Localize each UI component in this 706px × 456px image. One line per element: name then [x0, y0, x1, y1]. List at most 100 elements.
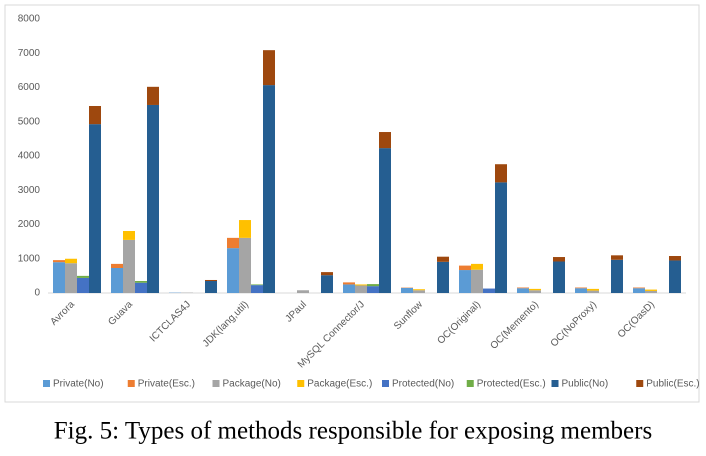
- x-tick-label: MySQL Connector/J: [296, 299, 367, 370]
- x-tick-label: OC(OasD): [616, 299, 657, 340]
- legend-swatch: [297, 380, 304, 387]
- bar: [459, 266, 471, 270]
- bar: [459, 270, 471, 293]
- bar: [343, 284, 355, 293]
- bar: [413, 290, 425, 293]
- y-tick-label: 1000: [18, 253, 41, 264]
- bar: [645, 291, 657, 293]
- legend-label: Protected(No): [392, 379, 454, 390]
- legend-label: Public(No): [562, 379, 609, 390]
- bar: [147, 87, 159, 105]
- bar: [495, 164, 507, 182]
- y-tick-label: 4000: [18, 151, 41, 162]
- y-tick-label: 3000: [18, 185, 41, 196]
- bar: [355, 285, 367, 293]
- legend-swatch: [213, 380, 220, 387]
- legend-swatch: [43, 380, 50, 387]
- bar: [471, 270, 483, 293]
- x-tick-label: JPaul: [284, 299, 309, 324]
- x-tick-label: Avrora: [49, 299, 78, 328]
- bar: [437, 262, 449, 293]
- bar: [669, 256, 681, 260]
- bar: [111, 264, 123, 268]
- bar: [437, 257, 449, 262]
- legend-label: Protected(Esc.): [477, 379, 546, 390]
- bar: [135, 283, 147, 293]
- bar: [633, 288, 645, 293]
- x-tick-label: OC(Original): [436, 299, 483, 346]
- x-tick-label: OC(NoProxy): [549, 299, 599, 349]
- bar: [379, 148, 391, 293]
- y-tick-label: 2000: [18, 219, 41, 230]
- bar: [263, 85, 275, 293]
- bar: [321, 272, 333, 275]
- y-tick-label: 8000: [18, 14, 41, 25]
- bar: [89, 106, 101, 124]
- bar: [575, 288, 587, 293]
- legend-label: Package(No): [223, 379, 281, 390]
- bar: [367, 284, 379, 286]
- bar: [297, 290, 309, 293]
- bar: [587, 289, 599, 291]
- x-tick-label: Sunflow: [392, 299, 425, 332]
- bar: [263, 50, 275, 85]
- bar: [355, 284, 367, 285]
- y-tick-label: 6000: [18, 82, 41, 93]
- x-tick-label: OC(Memento): [488, 299, 541, 352]
- bar: [401, 288, 413, 293]
- legend-label: Private(No): [53, 379, 104, 390]
- bar: [379, 132, 391, 148]
- bar: [111, 268, 123, 293]
- bar: [367, 286, 379, 293]
- bar: [633, 288, 645, 289]
- bar: [575, 288, 587, 289]
- bar: [65, 259, 77, 263]
- bar: [553, 261, 565, 293]
- bar: [123, 240, 135, 293]
- bar: [123, 231, 135, 240]
- bar: [251, 284, 263, 285]
- bar: [611, 255, 623, 259]
- bar: [529, 290, 541, 293]
- legend-swatch: [128, 380, 135, 387]
- bar: [251, 285, 263, 293]
- legend-label: Private(Esc.): [138, 379, 195, 390]
- bar: [77, 278, 89, 293]
- caption: Fig. 5: Types of methods responsible for…: [54, 418, 652, 445]
- bar: [227, 238, 239, 248]
- legend-swatch: [382, 380, 389, 387]
- legend-label: Public(Esc.): [646, 379, 699, 390]
- bar: [227, 248, 239, 293]
- bar: [53, 260, 65, 262]
- y-tick-label: 7000: [18, 48, 41, 59]
- bar: [321, 275, 333, 293]
- bar: [343, 282, 355, 284]
- bar: [239, 238, 251, 293]
- bar: [483, 289, 495, 293]
- x-tick-label: Guava: [106, 299, 135, 328]
- bar: [587, 291, 599, 293]
- bar: [669, 260, 681, 293]
- bar: [239, 220, 251, 238]
- bar: [89, 124, 101, 293]
- bar: [517, 288, 529, 293]
- bar: [65, 263, 77, 293]
- bar: [77, 276, 89, 278]
- bar: [413, 289, 425, 290]
- bar: [471, 264, 483, 270]
- bar: [147, 105, 159, 293]
- x-tick-label: JDK(lang,util): [201, 299, 251, 349]
- chart-frame: [5, 5, 699, 402]
- bar: [205, 281, 217, 293]
- bar: [495, 182, 507, 293]
- legend-swatch: [552, 380, 559, 387]
- bar: [645, 290, 657, 291]
- y-tick-label: 0: [34, 288, 40, 299]
- legend-swatch: [467, 380, 474, 387]
- bar: [553, 257, 565, 261]
- bar: [135, 281, 147, 283]
- y-tick-label: 5000: [18, 116, 41, 127]
- bar: [205, 280, 217, 281]
- legend-swatch: [636, 380, 643, 387]
